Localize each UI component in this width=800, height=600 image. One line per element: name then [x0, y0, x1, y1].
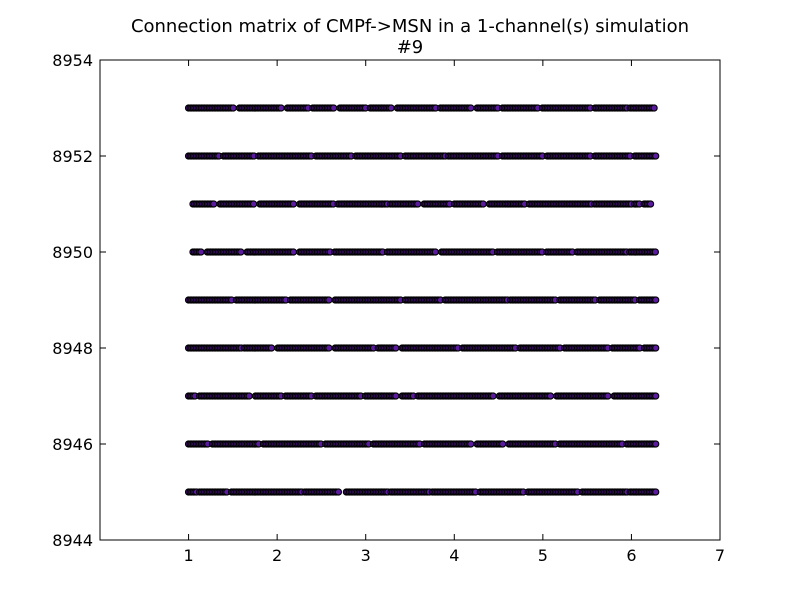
scatter-point-row-4-275	[652, 296, 660, 304]
scatter-point-row-2-175	[489, 392, 497, 400]
axis-tick-labels: 1 2 3 4 5 6 7 8944 8946 8948 8950 8952 8954	[52, 51, 725, 565]
scatter-point-row-3-271	[652, 344, 660, 352]
x-tick-label: 3	[361, 546, 371, 565]
scatter-point-row-3-84	[325, 344, 333, 352]
scatter-point-row-6-35	[249, 200, 258, 208]
x-tick-label: 6	[626, 546, 636, 565]
scatter-point-row-3-51	[267, 344, 276, 352]
x-tick-label: 5	[538, 546, 548, 565]
scatter-point-row-1-184	[498, 440, 507, 448]
scatter-point-row-7-274	[652, 152, 660, 160]
y-tick-label: 8944	[52, 531, 93, 550]
x-tick-label: 1	[183, 546, 193, 565]
scatter-point-row-8-28	[229, 104, 237, 112]
scatter-point-row-6-13	[210, 200, 218, 208]
scatter-point-row-4-84	[325, 296, 333, 304]
scatter-point-row-2-241	[604, 392, 612, 400]
scatter-point-row-8-159	[467, 104, 475, 112]
scatter-point-row-2-36	[245, 392, 253, 400]
scatter-point-row-2-119	[392, 392, 400, 400]
scatter-point-row-0-90	[334, 488, 343, 496]
scatter-point-row-2-208	[546, 392, 555, 400]
y-tick-label: 8954	[52, 51, 93, 70]
y-tick-label: 8946	[52, 435, 93, 454]
x-tick-label: 7	[715, 546, 725, 565]
scatter-point-row-6-129	[414, 200, 422, 208]
scatter-point-row-5-27	[237, 248, 245, 256]
scatter-point-row-8-83	[329, 104, 338, 112]
scatter-point-row-1-167	[467, 440, 475, 448]
scatter-point-row-6-57	[289, 200, 298, 208]
scatter-point-row-8-114	[387, 104, 395, 112]
scatter-point-row-6-165	[479, 200, 487, 208]
y-tick-label: 8950	[52, 243, 93, 262]
scatter-point-row-8-264	[650, 104, 658, 112]
plot-area-frame	[99, 59, 721, 541]
y-tick-label: 8952	[52, 147, 93, 166]
y-tick-label: 8948	[52, 339, 93, 358]
scatter-points	[184, 104, 660, 496]
scatter-point-row-5-139	[431, 248, 439, 256]
scatter-point-row-5-5	[197, 248, 205, 256]
scatter-point-row-6-261	[646, 200, 655, 208]
chart-title-line1: Connection matrix of CMPf->MSN in a 1-ch…	[131, 16, 689, 37]
scatter-point-row-5-267	[651, 248, 659, 256]
scatter-point-row-5-57	[289, 248, 298, 256]
scatter-point-row-8-55	[277, 104, 285, 112]
x-tick-label: 4	[449, 546, 459, 565]
scatter-point-row-3-121	[392, 344, 400, 352]
scatter-point-row-0-276	[652, 488, 660, 496]
scatter-point-row-2-268	[652, 392, 660, 400]
x-tick-label: 2	[272, 546, 282, 565]
scatter-point-row-1-273	[652, 440, 660, 448]
chart-title-line2: #9	[397, 37, 424, 58]
